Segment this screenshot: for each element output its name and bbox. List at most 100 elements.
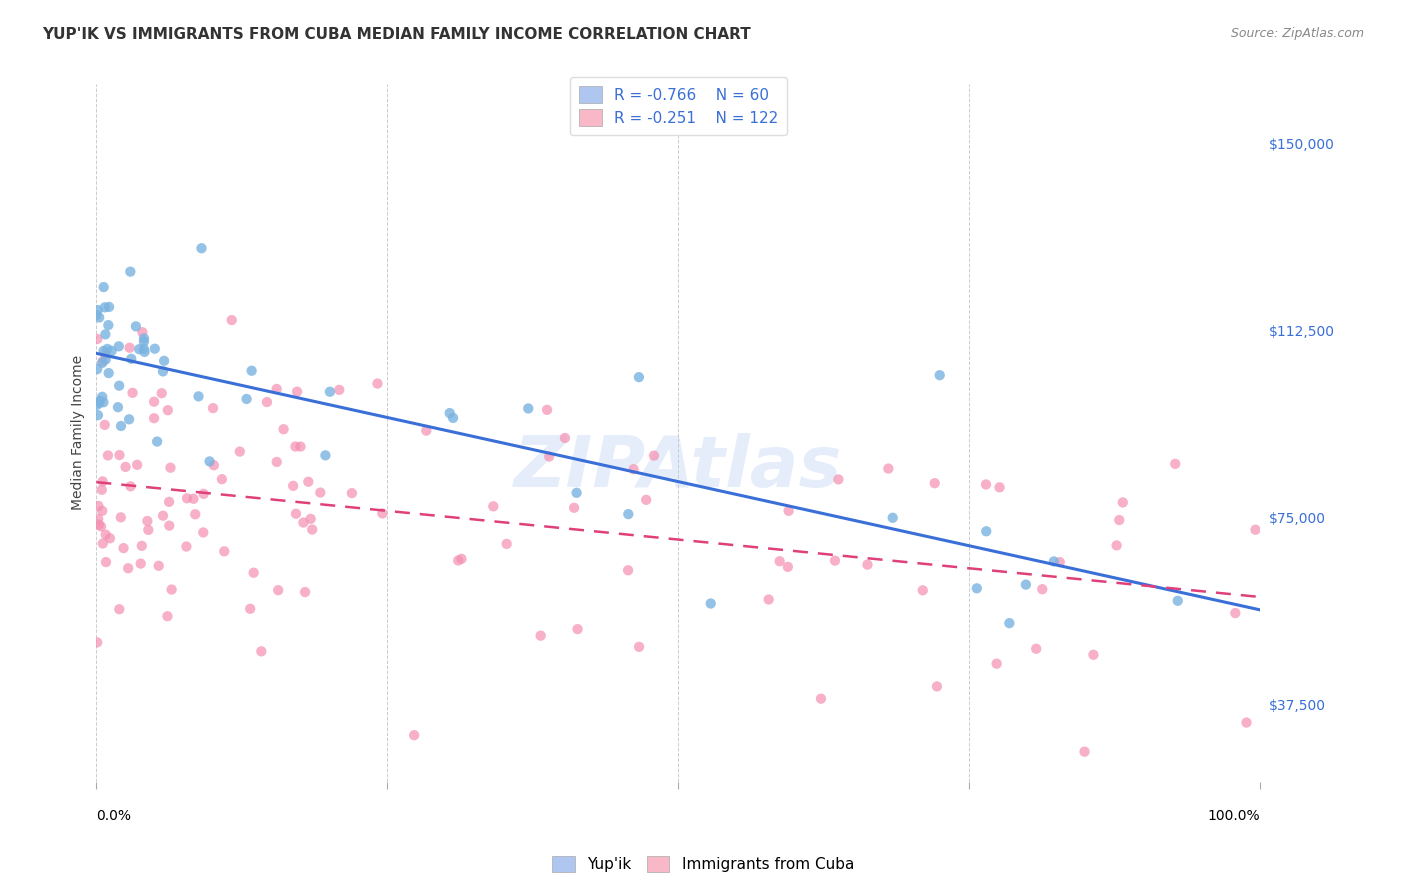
Point xyxy=(292,516,315,530)
Point xyxy=(441,411,464,425)
Point xyxy=(554,431,576,445)
Point xyxy=(439,406,461,420)
Point xyxy=(187,389,209,403)
Point xyxy=(89,393,111,408)
Point xyxy=(176,540,198,554)
Point xyxy=(86,332,108,346)
Point xyxy=(565,485,588,500)
Point xyxy=(127,458,149,472)
Text: 0.0%: 0.0% xyxy=(97,809,131,823)
Point xyxy=(273,422,295,436)
Point xyxy=(623,462,645,476)
Point xyxy=(146,434,169,449)
Point xyxy=(776,560,799,574)
Point xyxy=(328,383,350,397)
Point xyxy=(152,364,174,378)
Point xyxy=(769,554,792,568)
Point xyxy=(94,527,117,541)
Point xyxy=(108,448,131,462)
Point xyxy=(758,592,780,607)
Point xyxy=(235,392,257,406)
Point xyxy=(617,563,640,577)
Text: YUP'IK VS IMMIGRANTS FROM CUBA MEDIAN FAMILY INCOME CORRELATION CHART: YUP'IK VS IMMIGRANTS FROM CUBA MEDIAN FA… xyxy=(42,27,751,42)
Point xyxy=(114,459,136,474)
Point xyxy=(998,616,1021,631)
Point xyxy=(482,500,505,514)
Point xyxy=(131,539,153,553)
Point xyxy=(94,301,117,315)
Point xyxy=(517,401,540,416)
Point xyxy=(143,411,166,425)
Point xyxy=(242,566,264,580)
Point xyxy=(202,458,225,473)
Point xyxy=(628,640,651,654)
Point xyxy=(184,508,207,522)
Point xyxy=(415,424,437,438)
Point xyxy=(93,280,115,294)
Point xyxy=(96,342,118,356)
Point xyxy=(211,472,233,486)
Point xyxy=(91,354,114,368)
Y-axis label: Median Family Income: Median Family Income xyxy=(72,355,86,510)
Point xyxy=(117,561,139,575)
Point xyxy=(301,523,323,537)
Point xyxy=(190,241,212,255)
Point xyxy=(221,313,243,327)
Point xyxy=(877,461,900,475)
Point xyxy=(157,518,180,533)
Point xyxy=(281,479,304,493)
Point xyxy=(107,401,129,415)
Point xyxy=(132,331,155,345)
Point xyxy=(150,386,173,401)
Point xyxy=(110,419,132,434)
Point xyxy=(924,476,946,491)
Point xyxy=(94,352,117,367)
Point xyxy=(136,523,159,537)
Point xyxy=(118,341,141,355)
Point xyxy=(974,524,997,539)
Point xyxy=(239,602,262,616)
Point xyxy=(911,583,934,598)
Point xyxy=(201,401,224,416)
Text: Source: ZipAtlas.com: Source: ZipAtlas.com xyxy=(1230,27,1364,40)
Point xyxy=(1167,593,1189,607)
Point xyxy=(1049,555,1071,569)
Point xyxy=(314,448,336,462)
Point xyxy=(267,583,290,598)
Point xyxy=(538,450,561,464)
Point xyxy=(1112,495,1135,509)
Point xyxy=(86,303,108,318)
Point xyxy=(1025,641,1047,656)
Point xyxy=(643,449,665,463)
Point xyxy=(1108,513,1130,527)
Point xyxy=(93,395,115,409)
Point xyxy=(91,390,114,404)
Point xyxy=(371,507,394,521)
Point xyxy=(157,495,180,509)
Point xyxy=(986,657,1008,671)
Point xyxy=(1236,715,1258,730)
Point xyxy=(284,507,307,521)
Point xyxy=(1073,745,1095,759)
Point xyxy=(925,680,948,694)
Point xyxy=(856,558,879,572)
Point xyxy=(319,384,342,399)
Point xyxy=(91,504,114,518)
Point xyxy=(118,412,141,426)
Point xyxy=(90,483,112,497)
Point xyxy=(120,479,142,493)
Point xyxy=(112,541,135,555)
Point xyxy=(100,343,122,358)
Point xyxy=(94,347,117,361)
Point xyxy=(974,477,997,491)
Point xyxy=(1105,538,1128,552)
Point xyxy=(297,475,319,489)
Point xyxy=(156,609,179,624)
Point xyxy=(193,487,215,501)
Point xyxy=(404,728,426,742)
Point xyxy=(93,417,115,432)
Point xyxy=(567,622,589,636)
Point xyxy=(110,510,132,524)
Point xyxy=(143,394,166,409)
Point xyxy=(810,691,832,706)
